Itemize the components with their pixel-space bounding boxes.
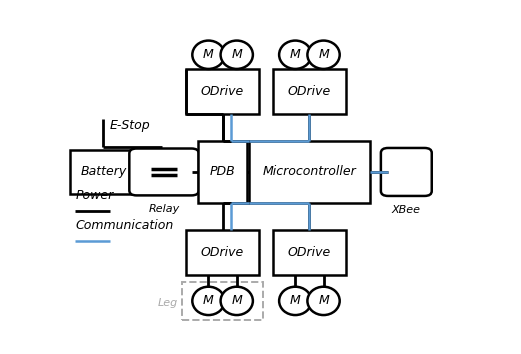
Bar (187, 69, 259, 114)
Text: ODrive: ODrive (201, 246, 244, 259)
Text: Relay: Relay (148, 204, 180, 214)
Text: Communication: Communication (75, 219, 173, 232)
Text: M: M (203, 295, 214, 307)
Ellipse shape (279, 287, 312, 315)
Text: Power: Power (75, 189, 114, 202)
Bar (70, 150, 137, 194)
Ellipse shape (192, 287, 225, 315)
Text: XBee: XBee (392, 205, 421, 215)
Text: ODrive: ODrive (288, 246, 331, 259)
Text: M: M (318, 48, 329, 61)
Bar (273, 69, 346, 114)
Bar (182, 282, 263, 320)
Text: E-Stop: E-Stop (109, 119, 150, 132)
Ellipse shape (220, 287, 253, 315)
Text: Leg: Leg (158, 298, 178, 308)
Text: Microcontroller: Microcontroller (263, 165, 356, 178)
Ellipse shape (279, 41, 312, 69)
Bar (249, 141, 370, 203)
Text: M: M (290, 295, 301, 307)
Ellipse shape (307, 41, 340, 69)
Ellipse shape (307, 287, 340, 315)
Text: M: M (318, 295, 329, 307)
Ellipse shape (192, 41, 225, 69)
Text: ODrive: ODrive (288, 85, 331, 98)
Bar (199, 141, 247, 203)
Text: M: M (290, 48, 301, 61)
FancyBboxPatch shape (129, 149, 199, 195)
Bar (187, 230, 259, 275)
Text: ODrive: ODrive (201, 85, 244, 98)
Bar (273, 230, 346, 275)
FancyBboxPatch shape (381, 148, 432, 196)
Text: M: M (231, 295, 242, 307)
Ellipse shape (220, 41, 253, 69)
Text: PDB: PDB (210, 165, 235, 178)
Text: M: M (203, 48, 214, 61)
Text: M: M (231, 48, 242, 61)
Text: Battery: Battery (80, 165, 127, 178)
